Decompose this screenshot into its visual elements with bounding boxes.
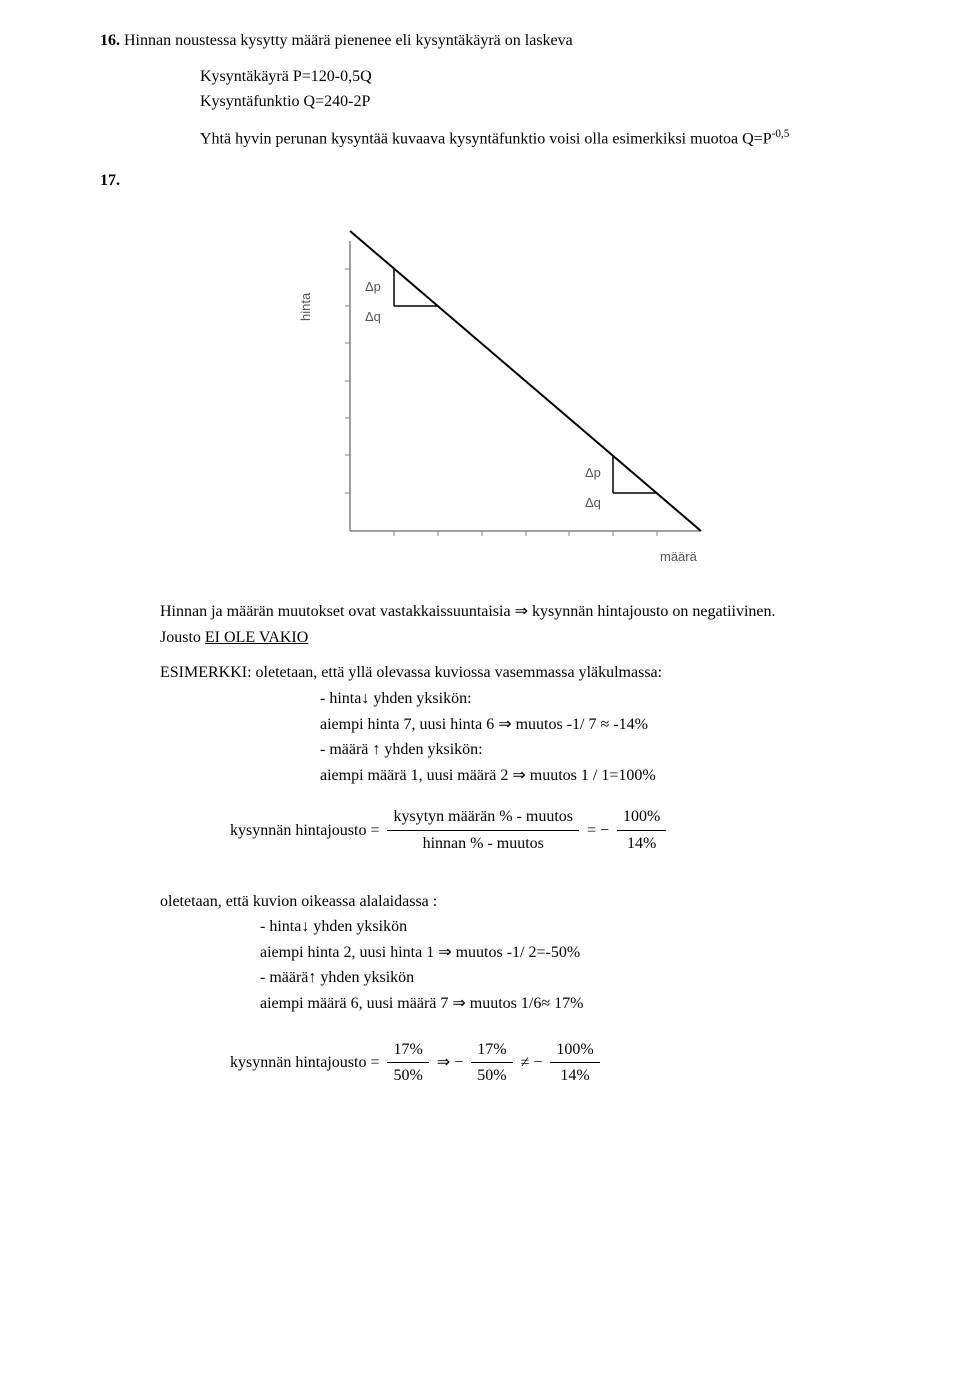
f2-frac1: 17% 50% bbox=[387, 1039, 428, 1087]
f2-lhs: kysynnän hintajousto bbox=[230, 1052, 366, 1074]
body-p2b: EI OLE VAKIO bbox=[205, 629, 308, 646]
ex-l2: aiempi hinta 7, uusi hinta 6 ⇒ muutos -1… bbox=[320, 714, 880, 736]
q16-number: 16. bbox=[100, 32, 120, 49]
body2-l1: - hinta↓ yhden yksikön bbox=[260, 916, 880, 938]
delta-p-lower: Δp bbox=[585, 465, 601, 480]
q17-number: 17. bbox=[100, 172, 120, 189]
delta-q-upper: Δq bbox=[365, 309, 381, 324]
body-p2: Jousto EI OLE VAKIO bbox=[160, 627, 880, 649]
f1-eq: = bbox=[370, 820, 379, 842]
f2-eq: = bbox=[370, 1052, 379, 1074]
diagram-container: hinta määrä Δp Δq Δp Δq bbox=[100, 221, 880, 581]
f1-frac1: kysytyn määrän % - muutos hinnan % - muu… bbox=[387, 806, 579, 854]
f2-num2: 17% bbox=[471, 1039, 512, 1064]
q16-line2: Kysyntäfunktio Q=240-2P bbox=[200, 91, 880, 113]
ex-head: ESIMERKKI: oletetaan, että yllä olevassa… bbox=[160, 662, 880, 684]
f1-den1: hinnan % - muutos bbox=[387, 831, 579, 855]
demand-curve-diagram: hinta määrä Δp Δq Δp Δq bbox=[250, 221, 730, 581]
q16-line3-sup: -0,5 bbox=[772, 128, 790, 140]
body2-l2: aiempi hinta 2, uusi hinta 1 ⇒ muutos -1… bbox=[260, 942, 880, 964]
q16-title-text: Hinnan noustessa kysytty määrä pienenee … bbox=[124, 32, 573, 49]
q16-title: 16. Hinnan noustessa kysytty määrä piene… bbox=[100, 30, 880, 52]
f1-lhs: kysynnän hintajousto bbox=[230, 820, 366, 842]
y-axis-label: hinta bbox=[298, 292, 313, 321]
formula2: kysynnän hintajousto = 17% 50% ⇒ − 17% 5… bbox=[230, 1039, 880, 1087]
f2-a1: ⇒ − bbox=[437, 1052, 463, 1074]
f2-den1: 50% bbox=[387, 1063, 428, 1087]
delta-p-upper: Δp bbox=[365, 279, 381, 294]
q16-line3a: Yhtä hyvin perunan kysyntää kuvaava kysy… bbox=[200, 130, 772, 147]
f2-den2: 50% bbox=[471, 1063, 512, 1087]
ex-l3: - määrä ↑ yhden yksikön: bbox=[320, 739, 880, 761]
f2-den3: 14% bbox=[550, 1063, 599, 1087]
x-axis-label: määrä bbox=[660, 549, 698, 564]
ex-l4: aiempi määrä 1, uusi määrä 2 ⇒ muutos 1 … bbox=[320, 765, 880, 787]
q17-number-row: 17. bbox=[100, 170, 880, 192]
body2-l3: - määrä↑ yhden yksikön bbox=[260, 967, 880, 989]
q16-line3: Yhtä hyvin perunan kysyntää kuvaava kysy… bbox=[200, 127, 880, 150]
f1-frac2: 100% 14% bbox=[617, 806, 666, 854]
ex-l1: - hinta↓ yhden yksikön: bbox=[320, 688, 880, 710]
body-p1: Hinnan ja määrän muutokset ovat vastakka… bbox=[160, 601, 880, 623]
delta-q-lower: Δq bbox=[585, 495, 601, 510]
f1-num2: 100% bbox=[617, 806, 666, 831]
formula1: kysynnän hintajousto = kysytyn määrän % … bbox=[230, 806, 880, 854]
body2-p1: oletetaan, että kuvion oikeassa alalaida… bbox=[160, 891, 880, 913]
f1-mid: = − bbox=[587, 820, 609, 842]
q16-line1: Kysyntäkäyrä P=120-0,5Q bbox=[200, 66, 880, 88]
f2-num1: 17% bbox=[387, 1039, 428, 1064]
f2-num3: 100% bbox=[550, 1039, 599, 1064]
f2-frac3: 100% 14% bbox=[550, 1039, 599, 1087]
body-p2a: Jousto bbox=[160, 629, 205, 646]
f2-a2: ≠ − bbox=[521, 1052, 543, 1074]
f2-frac2: 17% 50% bbox=[471, 1039, 512, 1087]
f1-num1: kysytyn määrän % - muutos bbox=[387, 806, 579, 831]
body2-l4: aiempi määrä 6, uusi määrä 7 ⇒ muutos 1/… bbox=[260, 993, 880, 1015]
f1-den2: 14% bbox=[617, 831, 666, 855]
